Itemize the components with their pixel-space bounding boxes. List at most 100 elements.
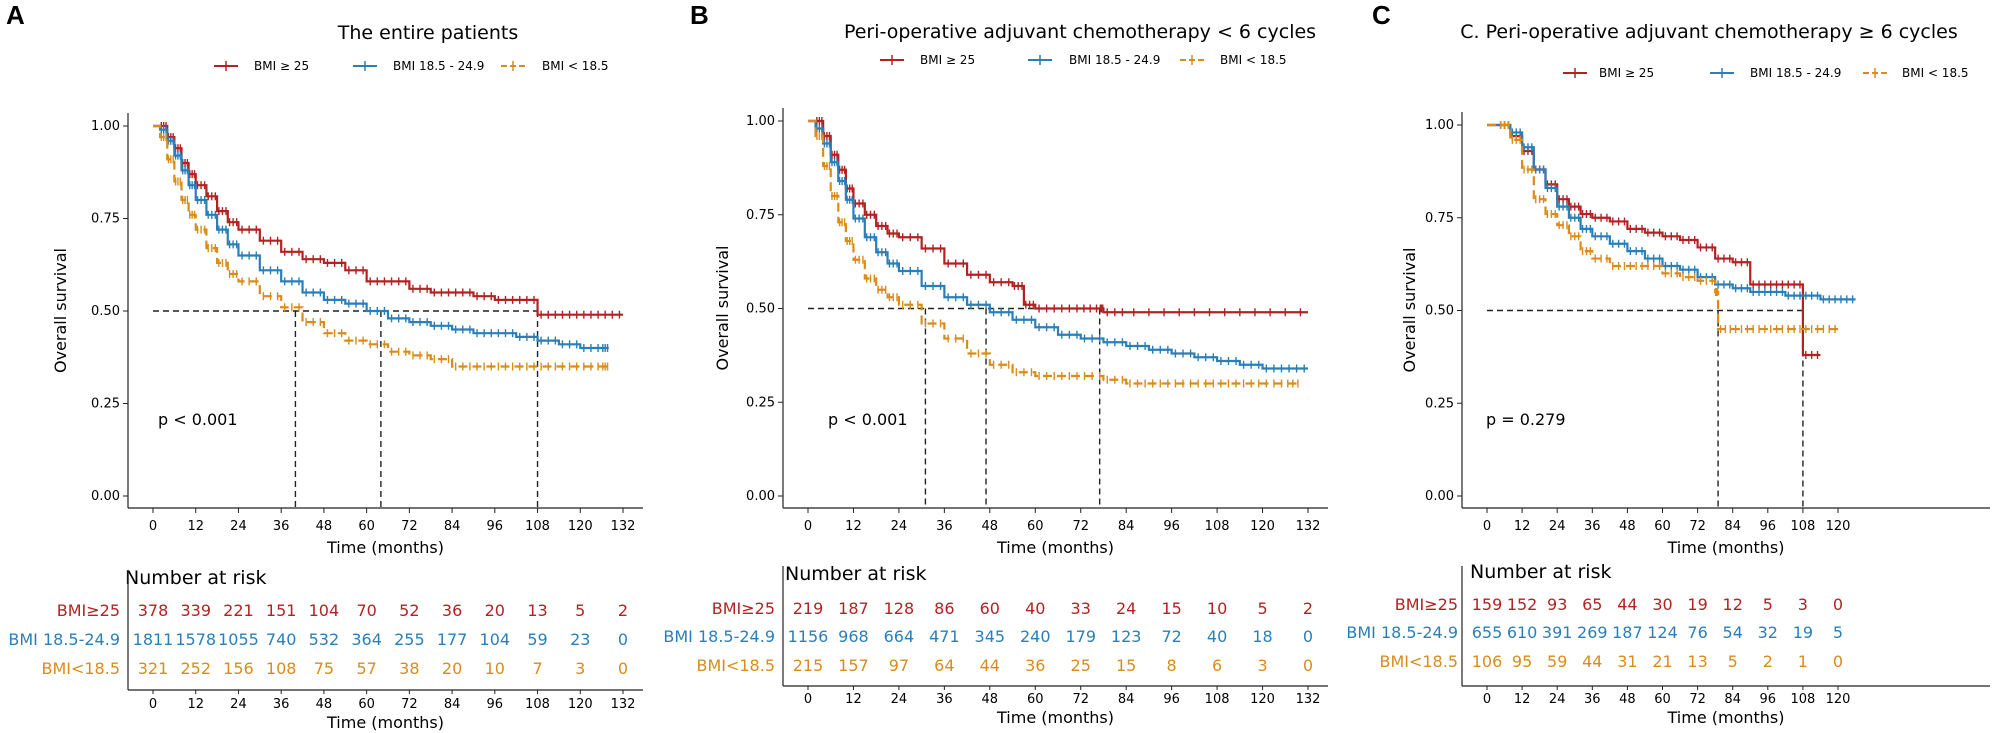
risk-count: 128 xyxy=(884,599,915,618)
survival-curve xyxy=(153,124,609,368)
risk-row: BMI<18.5 106 95 59 44 31 21 13 5 2 1 0 xyxy=(1379,652,1843,671)
series-bmi_high xyxy=(1487,121,1821,360)
risk-count: 21 xyxy=(1652,652,1672,671)
risk-count: 1055 xyxy=(218,630,259,649)
x-tick-label: 120 xyxy=(1826,519,1851,534)
legend-item: BMI 18.5 - 24.9 xyxy=(1028,53,1160,67)
legend-label: BMI ≥ 25 xyxy=(1599,66,1654,80)
legend-item: BMI ≥ 25 xyxy=(1563,66,1654,80)
risk-count: 1811 xyxy=(133,630,174,649)
risk-count: 0 xyxy=(1303,627,1313,646)
x-tick-label: 84 xyxy=(1724,519,1741,534)
risk-x-tick-label: 48 xyxy=(316,697,333,712)
risk-count: 215 xyxy=(793,656,824,675)
risk-count: 255 xyxy=(394,630,425,649)
risk-count: 2 xyxy=(1763,652,1773,671)
series-bmi_normal xyxy=(153,124,609,352)
y-tick-label: 0.00 xyxy=(746,489,775,504)
risk-count: 5 xyxy=(1833,623,1843,642)
risk-table-title: Number at risk xyxy=(125,567,267,589)
risk-row: BMI 18.5-24.9 1156 968 664 471 345 240 179 123 72… xyxy=(663,627,1313,646)
risk-x-tick-label: 72 xyxy=(1072,692,1089,707)
risk-count: 219 xyxy=(793,599,824,618)
x-tick-label: 12 xyxy=(187,519,204,534)
risk-count: 44 xyxy=(1617,595,1637,614)
risk-count: 1156 xyxy=(788,627,829,646)
risk-count: 221 xyxy=(223,601,254,620)
legend-label: BMI 18.5 - 24.9 xyxy=(393,59,484,73)
risk-row-label: BMI<18.5 xyxy=(696,656,775,675)
censor-marks xyxy=(816,132,1299,388)
risk-count: 152 xyxy=(1507,595,1538,614)
y-tick-label: 0.25 xyxy=(746,395,775,410)
series-bmi_high xyxy=(808,117,1308,317)
risk-x-tick-label: 84 xyxy=(1118,692,1135,707)
legend-label: BMI 18.5 - 24.9 xyxy=(1069,53,1160,67)
survival-curve xyxy=(808,119,1308,370)
y-axis-title: Overall survival xyxy=(1400,248,1419,373)
y-tick-label: 1.00 xyxy=(746,114,775,129)
risk-x-tick-label: 60 xyxy=(358,697,375,712)
risk-count: 106 xyxy=(1472,652,1503,671)
risk-x-tick-label: 36 xyxy=(1584,692,1601,707)
x-tick-label: 108 xyxy=(1790,519,1815,534)
risk-x-tick-label: 24 xyxy=(891,692,908,707)
x-axis-title: Time (months) xyxy=(1667,538,1785,557)
risk-x-tick-label: 12 xyxy=(845,692,862,707)
series-bmi_low xyxy=(1487,121,1838,334)
risk-x-tick-label: 12 xyxy=(187,697,204,712)
censor-marks xyxy=(160,133,609,371)
censor-marks xyxy=(1499,121,1836,334)
risk-row-label: BMI 18.5-24.9 xyxy=(8,630,120,649)
risk-count: 76 xyxy=(1687,623,1707,642)
risk-x-tick-label: 108 xyxy=(525,697,550,712)
risk-x-tick-label: 96 xyxy=(1760,692,1777,707)
risk-count: 44 xyxy=(980,656,1000,675)
median-reference-lines xyxy=(153,310,539,508)
risk-count: 364 xyxy=(351,630,382,649)
risk-count: 40 xyxy=(1025,599,1045,618)
risk-count: 0 xyxy=(618,630,628,649)
legend: BMI ≥ 25 BMI 18.5 - 24.9 BMI < 18.5 xyxy=(880,53,1287,67)
risk-count: 97 xyxy=(889,656,909,675)
risk-count: 95 xyxy=(1512,652,1532,671)
risk-count: 59 xyxy=(527,630,547,649)
risk-row-label: BMI<18.5 xyxy=(41,659,120,678)
risk-count: 0 xyxy=(618,659,628,678)
panel-letter: B xyxy=(690,0,709,30)
risk-count: 378 xyxy=(138,601,169,620)
x-tick-label: 96 xyxy=(1760,519,1777,534)
x-tick-label: 84 xyxy=(444,519,461,534)
risk-x-tick-label: 132 xyxy=(1296,692,1321,707)
risk-row: BMI≥25 219 187 128 86 60 40 33 24 15 10 5 2 xyxy=(712,599,1313,618)
risk-row: BMI 18.5-24.9 1811 1578 1055 740 532 364 255 177… xyxy=(8,630,628,649)
x-tick-label: 48 xyxy=(316,519,333,534)
y-tick-label: 0.75 xyxy=(91,212,120,227)
risk-count: 57 xyxy=(356,659,376,678)
risk-x-tick-label: 108 xyxy=(1205,692,1230,707)
chart-title: Peri-operative adjuvant chemotherapy < 6… xyxy=(844,21,1316,43)
x-tick-label: 12 xyxy=(1514,519,1531,534)
legend-label: BMI < 18.5 xyxy=(1220,53,1287,67)
risk-row-label: BMI≥25 xyxy=(57,601,120,620)
risk-count: 59 xyxy=(1547,652,1567,671)
risk-count: 54 xyxy=(1723,623,1743,642)
risk-count: 123 xyxy=(1111,627,1142,646)
risk-count: 740 xyxy=(266,630,297,649)
risk-count: 179 xyxy=(1065,627,1096,646)
y-axis-title: Overall survival xyxy=(713,246,732,371)
risk-x-axis-title: Time (months) xyxy=(1667,708,1785,727)
risk-x-tick-label: 108 xyxy=(1790,692,1815,707)
risk-count: 0 xyxy=(1833,652,1843,671)
censor-marks xyxy=(816,117,1302,317)
risk-count: 75 xyxy=(314,659,334,678)
x-tick-label: 108 xyxy=(1205,519,1230,534)
risk-row-label: BMI≥25 xyxy=(1395,595,1458,614)
risk-count: 269 xyxy=(1577,623,1608,642)
risk-count: 156 xyxy=(223,659,254,678)
x-tick-label: 60 xyxy=(1027,519,1044,534)
x-tick-label: 48 xyxy=(1619,519,1636,534)
panel-letter: A xyxy=(6,0,25,30)
